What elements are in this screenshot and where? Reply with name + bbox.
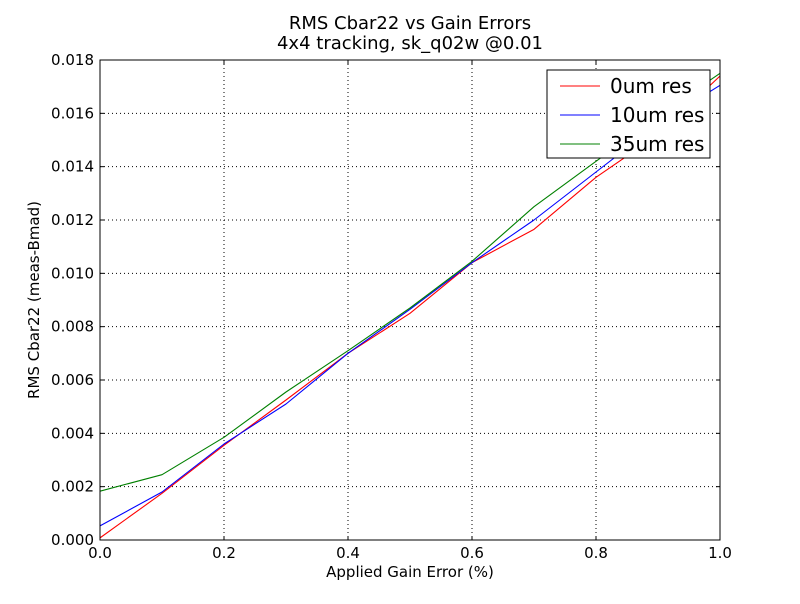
y-tick-label: 0.014 — [51, 158, 94, 176]
legend: 0um res 10um res 35um res — [546, 69, 711, 159]
y-axis-label: RMS Cbar22 (meas-Bmad) — [25, 201, 43, 399]
chart-title: RMS Cbar22 vs Gain Errors — [289, 13, 531, 34]
y-tick-label: 0.008 — [51, 318, 94, 336]
x-tick-label: 1.0 — [708, 544, 732, 562]
y-tick-label: 0.010 — [51, 264, 94, 282]
y-tick-label: 0.016 — [51, 104, 94, 122]
y-tick-label: 0.006 — [51, 371, 94, 389]
legend-label-0um-res: 0um res — [610, 74, 692, 98]
x-tick-label: 0.0 — [88, 544, 112, 562]
y-tick-label: 0.002 — [51, 478, 94, 496]
x-tick-label: 0.4 — [336, 544, 360, 562]
x-axis-label: Applied Gain Error (%) — [326, 563, 494, 581]
legend-label-10um-res: 10um res — [610, 103, 704, 127]
series-line-0um-res — [99, 75, 721, 539]
y-tick-label: 0.004 — [51, 424, 94, 442]
x-tick-label: 0.8 — [584, 544, 608, 562]
x-tick-label: 0.2 — [212, 544, 236, 562]
y-tick-label: 0.018 — [51, 51, 94, 69]
legend-label-35um-res: 35um res — [610, 132, 704, 156]
x-tick-label: 0.6 — [460, 544, 484, 562]
plot-frame — [99, 59, 721, 541]
legend-box — [546, 69, 711, 159]
chart-subtitle: 4x4 tracking, sk_q02w @0.01 — [277, 33, 543, 54]
y-tick-label: 0.012 — [51, 211, 94, 229]
tick-layer: 0.0 0.2 0.4 0.6 0.8 1.0 0.000 0.002 0.004 0.006 0.… — [51, 51, 732, 562]
y-tick-label: 0.000 — [51, 531, 94, 549]
